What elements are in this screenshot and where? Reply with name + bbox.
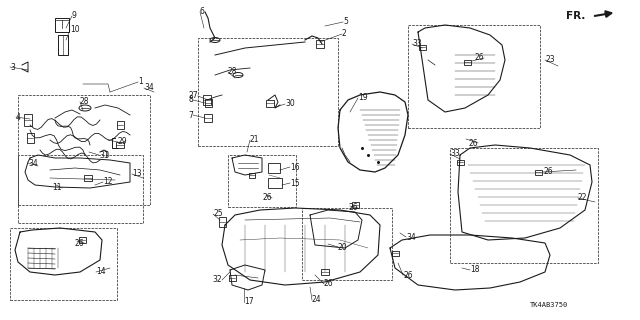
Bar bbox=[117, 121, 124, 129]
Bar bbox=[268, 178, 282, 188]
Bar bbox=[116, 142, 124, 148]
Text: 4: 4 bbox=[16, 113, 21, 122]
Bar bbox=[321, 269, 329, 275]
Text: 14: 14 bbox=[96, 268, 106, 276]
Bar bbox=[18, 155, 143, 223]
Text: 26: 26 bbox=[474, 53, 484, 62]
Text: TK4AB3750: TK4AB3750 bbox=[530, 302, 568, 308]
Bar bbox=[219, 217, 226, 227]
Text: 3: 3 bbox=[10, 62, 15, 71]
Text: 16: 16 bbox=[290, 163, 300, 172]
Text: 34: 34 bbox=[144, 84, 154, 92]
Text: 33: 33 bbox=[412, 39, 422, 49]
Text: 10: 10 bbox=[70, 26, 79, 35]
Text: 6: 6 bbox=[200, 7, 205, 17]
Bar bbox=[204, 114, 212, 122]
Bar bbox=[316, 40, 324, 48]
Bar bbox=[464, 60, 471, 65]
Bar bbox=[27, 133, 34, 143]
Text: 25: 25 bbox=[213, 210, 223, 219]
Text: 11: 11 bbox=[52, 183, 62, 193]
Text: 28: 28 bbox=[80, 98, 90, 107]
Bar bbox=[198, 38, 338, 146]
Bar bbox=[392, 251, 399, 256]
Text: 26: 26 bbox=[74, 238, 84, 247]
Bar bbox=[535, 170, 542, 175]
Bar bbox=[228, 155, 296, 207]
Text: 19: 19 bbox=[358, 93, 367, 102]
Text: 34: 34 bbox=[28, 158, 38, 167]
Text: 28: 28 bbox=[228, 68, 237, 76]
Text: FR.: FR. bbox=[566, 12, 586, 21]
Bar bbox=[84, 175, 92, 181]
Text: 34: 34 bbox=[406, 233, 416, 242]
Text: 26: 26 bbox=[262, 194, 272, 203]
Bar bbox=[10, 228, 117, 300]
Bar bbox=[205, 99, 212, 107]
Bar bbox=[18, 95, 150, 205]
Text: 26: 26 bbox=[468, 139, 478, 148]
Text: 8: 8 bbox=[188, 95, 193, 105]
Bar bbox=[450, 148, 598, 263]
Text: 18: 18 bbox=[470, 266, 479, 275]
Text: 5: 5 bbox=[343, 18, 348, 27]
Bar bbox=[203, 95, 211, 105]
Text: 23: 23 bbox=[545, 55, 555, 65]
Text: 24: 24 bbox=[312, 295, 322, 305]
Text: 32: 32 bbox=[212, 276, 222, 284]
Text: 22: 22 bbox=[578, 194, 588, 203]
Bar bbox=[24, 114, 32, 126]
Bar bbox=[266, 100, 274, 107]
Text: 15: 15 bbox=[290, 179, 300, 188]
Text: 30: 30 bbox=[285, 100, 295, 108]
Bar bbox=[457, 160, 464, 165]
Text: 2: 2 bbox=[342, 29, 347, 38]
Text: 26: 26 bbox=[403, 270, 413, 279]
Bar bbox=[229, 275, 236, 281]
Bar bbox=[249, 173, 255, 178]
Bar bbox=[352, 202, 359, 208]
Text: 26: 26 bbox=[348, 204, 358, 212]
Text: 17: 17 bbox=[244, 298, 253, 307]
Text: 7: 7 bbox=[188, 110, 193, 119]
Text: 9: 9 bbox=[72, 12, 77, 20]
Text: 12: 12 bbox=[103, 178, 113, 187]
Text: 13: 13 bbox=[132, 170, 141, 179]
Bar bbox=[268, 163, 280, 173]
Bar bbox=[419, 45, 426, 50]
Text: 26: 26 bbox=[543, 167, 552, 177]
Text: 33: 33 bbox=[450, 149, 460, 158]
Bar bbox=[408, 25, 540, 128]
Text: 31: 31 bbox=[99, 150, 109, 159]
Text: 1: 1 bbox=[138, 77, 143, 86]
Text: 27: 27 bbox=[188, 92, 198, 100]
Text: 26: 26 bbox=[324, 279, 333, 289]
Text: 20: 20 bbox=[338, 243, 348, 252]
Text: 21: 21 bbox=[250, 135, 259, 145]
Bar bbox=[55, 18, 69, 32]
Bar bbox=[302, 208, 392, 280]
Bar bbox=[79, 237, 86, 243]
Bar bbox=[58, 35, 68, 55]
Text: 29: 29 bbox=[118, 138, 127, 147]
